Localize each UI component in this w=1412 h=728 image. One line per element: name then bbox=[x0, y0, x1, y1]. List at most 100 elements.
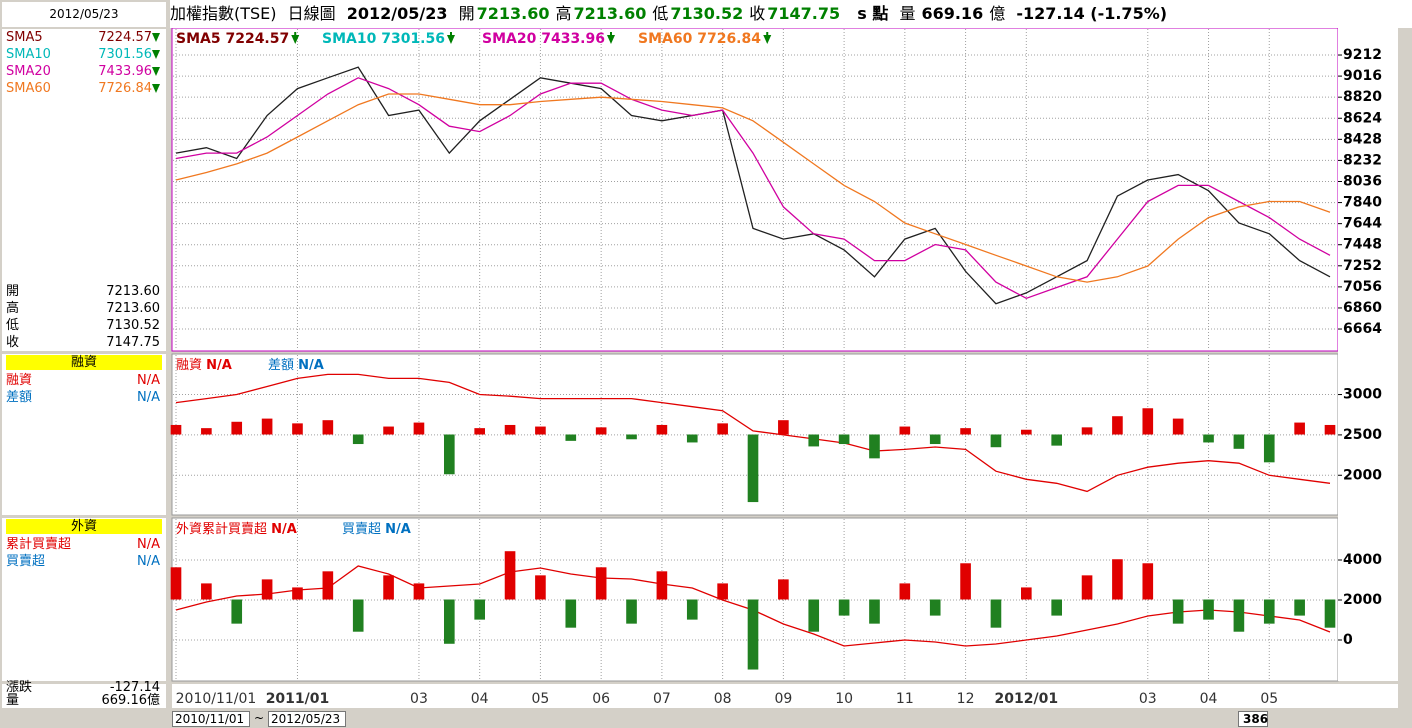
quote-value: 7213.60 bbox=[106, 301, 160, 316]
quote-label: 收 bbox=[6, 335, 20, 350]
legend-name: SMA60 bbox=[638, 31, 693, 47]
bar bbox=[1294, 599, 1305, 616]
y-tick-label: 8036 bbox=[1343, 173, 1382, 189]
legend-entry: SMA60 7726.84 bbox=[638, 31, 761, 47]
bar bbox=[1112, 559, 1123, 600]
bar bbox=[170, 567, 182, 600]
indicator-value: 7224.57 bbox=[98, 30, 152, 45]
bar bbox=[778, 579, 789, 600]
bar bbox=[1172, 599, 1184, 624]
arrow bbox=[446, 32, 455, 44]
quote-label: 高 bbox=[6, 301, 20, 316]
bar bbox=[352, 434, 364, 445]
bar bbox=[838, 434, 850, 445]
header-date: 2012/05/23 bbox=[346, 4, 448, 23]
quote-value: 7213.60 bbox=[573, 4, 647, 23]
x-tick-label: 07 bbox=[653, 691, 671, 707]
x-tick-label: 11 bbox=[896, 691, 914, 707]
quote-row: 收 7147.75 bbox=[6, 334, 162, 351]
arrow bbox=[152, 33, 160, 42]
quote-label: 低 bbox=[6, 318, 20, 333]
bar bbox=[383, 426, 394, 435]
legend-name: SMA10 bbox=[322, 31, 377, 47]
indicator-name: SMA10 bbox=[6, 47, 51, 62]
legend-value: N/A bbox=[271, 522, 297, 537]
y-tick-label: 6860 bbox=[1343, 300, 1382, 316]
indicator-row: SMA20 7433.96 bbox=[6, 63, 162, 80]
bar bbox=[201, 583, 212, 600]
item-label: 買賣超 bbox=[6, 554, 46, 569]
bar bbox=[778, 420, 789, 435]
y-tick-label: 8624 bbox=[1343, 110, 1382, 126]
bar bbox=[1081, 575, 1093, 600]
sidebar-date: 2012/05/23 bbox=[2, 2, 166, 27]
bar bbox=[595, 427, 607, 435]
bar bbox=[656, 424, 668, 435]
indicator-row: SMA60 7726.84 bbox=[6, 80, 162, 97]
bar bbox=[535, 575, 546, 600]
quote-row: 低 7130.52 bbox=[6, 317, 162, 334]
quote-row: 高 7213.60 bbox=[6, 300, 162, 317]
item-value: N/A bbox=[137, 537, 160, 552]
bar bbox=[717, 583, 728, 600]
bar bbox=[1324, 599, 1336, 628]
bar bbox=[231, 599, 243, 624]
footer: 2010/11/01 ~ 2012/05/23 386 bbox=[0, 709, 1412, 728]
y-tick-label: 7644 bbox=[1343, 216, 1382, 232]
x-tick-label: 10 bbox=[835, 691, 853, 707]
bar bbox=[686, 599, 698, 620]
x-axis-bg bbox=[172, 684, 1398, 708]
x-tick-label: 12 bbox=[957, 691, 975, 707]
bar bbox=[1081, 427, 1093, 435]
bar bbox=[595, 567, 607, 600]
y-tick-label: 7252 bbox=[1343, 258, 1382, 274]
bar bbox=[808, 434, 820, 447]
axis-bg bbox=[1338, 28, 1398, 681]
bar bbox=[929, 599, 941, 616]
volume: 669.16 bbox=[921, 4, 984, 23]
indicator-name: SMA20 bbox=[6, 64, 51, 79]
bar bbox=[413, 422, 425, 435]
item-row: 累計買賣超 N/A bbox=[6, 536, 162, 553]
bar bbox=[1324, 424, 1336, 435]
item-row: 融資 N/A bbox=[6, 372, 162, 389]
quote-value: 7130.52 bbox=[670, 4, 744, 23]
x-tick-label: 03 bbox=[410, 691, 428, 707]
sidebar-price: SMA5 7224.57 SMA10 7301.56 SMA20 7433.96 SMA60… bbox=[2, 29, 166, 351]
bar bbox=[899, 426, 911, 435]
section-title: 外資 bbox=[6, 519, 162, 534]
bar bbox=[535, 426, 546, 435]
bar bbox=[1112, 416, 1123, 435]
y-tick-label: 0 bbox=[1343, 632, 1353, 648]
bar-count[interactable]: 386 bbox=[1238, 711, 1268, 727]
bar bbox=[322, 571, 334, 600]
item-label: 累計買賣超 bbox=[6, 537, 72, 552]
indicator-value: 7433.96 bbox=[98, 64, 152, 79]
quote-row: 開 7213.60 bbox=[6, 283, 162, 300]
bar bbox=[747, 434, 759, 503]
x-tick-label: 06 bbox=[592, 691, 610, 707]
start-date[interactable]: 2010/11/01 bbox=[172, 711, 250, 727]
legend-entry: 買賣超 N/A bbox=[342, 522, 411, 537]
end-date[interactable]: 2012/05/23 bbox=[268, 711, 346, 727]
sidebar-foreign: 外資累計買賣超 N/A 買賣超 N/A bbox=[2, 518, 166, 681]
bar bbox=[1233, 434, 1245, 449]
bar bbox=[292, 423, 303, 435]
bar bbox=[1021, 587, 1032, 600]
legend-value: N/A bbox=[385, 522, 411, 537]
bar bbox=[322, 420, 334, 435]
bar bbox=[686, 434, 698, 443]
y-tick-label: 6664 bbox=[1343, 321, 1382, 337]
quote-label: 收 bbox=[749, 4, 766, 23]
price-panel bbox=[171, 27, 1339, 352]
bar bbox=[444, 599, 455, 644]
legend-name: SMA20 bbox=[482, 31, 537, 47]
summary-value: -127.14 bbox=[109, 680, 160, 695]
indicator-value: 7301.56 bbox=[98, 47, 152, 62]
arrow bbox=[152, 84, 160, 93]
arrow bbox=[152, 50, 160, 59]
legend-value: 7433.96 bbox=[541, 31, 605, 47]
y-tick-label: 7448 bbox=[1343, 237, 1382, 253]
sidebar-margin: 融資 融資 N/A 差額 N/A bbox=[2, 354, 166, 515]
x-tick-label: 03 bbox=[1139, 691, 1157, 707]
